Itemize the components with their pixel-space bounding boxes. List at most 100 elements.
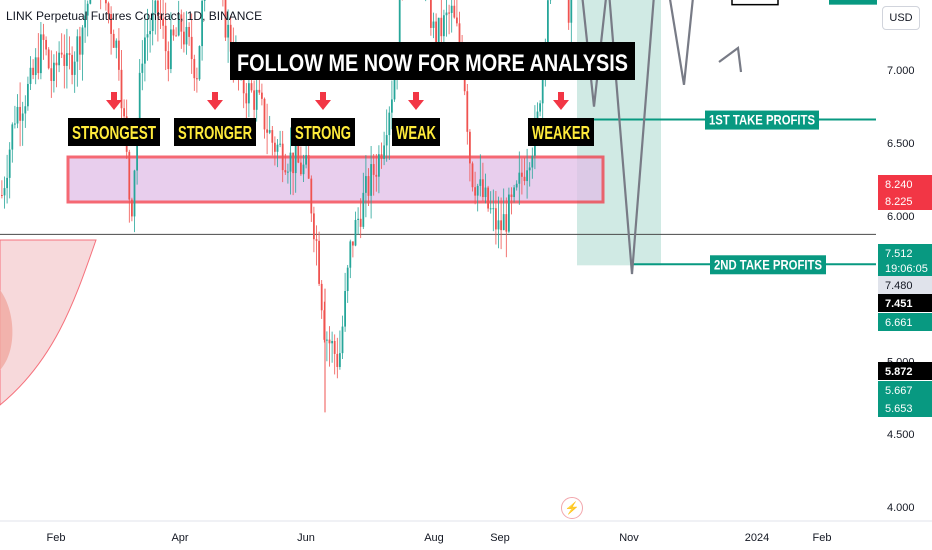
- candle-body: [154, 0, 157, 13]
- candle-body: [500, 220, 502, 231]
- price-tag-label: 5.653: [885, 403, 913, 415]
- candle: [198, 45, 201, 81]
- candle: [76, 29, 79, 87]
- candle-body: [118, 40, 120, 70]
- candle-body: [274, 142, 276, 152]
- candle-body: [489, 208, 492, 210]
- candle: [526, 148, 528, 199]
- candle: [331, 331, 333, 363]
- candle: [19, 82, 21, 147]
- currency-button[interactable]: USD: [882, 6, 920, 30]
- candle-body: [110, 14, 112, 34]
- candle-body: [313, 213, 315, 240]
- candle-body: [300, 162, 302, 175]
- candle-body: [287, 171, 289, 173]
- candle-body: [8, 149, 11, 178]
- candle: [500, 197, 502, 250]
- candle: [528, 162, 531, 187]
- candle-body: [245, 93, 248, 104]
- candle-body: [164, 25, 167, 52]
- candle: [42, 23, 45, 60]
- candle-body: [47, 49, 50, 69]
- candle-body: [539, 103, 541, 112]
- candle-body: [469, 131, 471, 164]
- candle-body: [362, 192, 365, 227]
- x-tick-label: Apr: [171, 532, 188, 544]
- candle-body: [380, 154, 383, 159]
- candle: [6, 154, 8, 204]
- tp2-label-box: [710, 255, 826, 275]
- candle-body: [523, 176, 526, 182]
- candle-body: [21, 113, 24, 121]
- candle-body: [73, 61, 76, 75]
- candle-body: [297, 145, 300, 163]
- candle: [112, 29, 115, 48]
- candle-body: [71, 54, 73, 75]
- candle: [539, 100, 541, 117]
- candle: [170, 12, 172, 74]
- candle: [55, 51, 58, 88]
- price-tag: [878, 276, 932, 294]
- candle-body: [151, 12, 154, 32]
- price-tag: [878, 313, 932, 331]
- candle: [11, 122, 14, 163]
- candle: [100, 0, 102, 10]
- flash-icon[interactable]: ⚡: [561, 497, 583, 519]
- headline-box: [230, 42, 635, 80]
- candle-body: [456, 17, 458, 24]
- candle: [380, 142, 383, 169]
- candle: [141, 40, 144, 91]
- candle: [289, 127, 292, 195]
- candle-body: [450, 5, 453, 13]
- chart-title: LINK Perpetual Futures Contract, 1D, BIN…: [6, 9, 263, 23]
- annotation-box: [392, 118, 440, 146]
- candle: [443, 9, 445, 46]
- candle: [479, 154, 482, 197]
- candle-body: [328, 339, 331, 344]
- candle: [193, 54, 196, 91]
- candle: [151, 0, 154, 46]
- symbol-tag: LINKUSD.P: [827, 0, 880, 3]
- candle-body: [487, 187, 489, 209]
- projection-path: [581, 0, 694, 275]
- candle-body: [86, 3, 89, 16]
- candle: [89, 0, 92, 5]
- annotation-label: WEAK: [396, 123, 436, 143]
- candle-body: [227, 24, 229, 38]
- candle: [175, 27, 177, 37]
- candle-body: [115, 40, 118, 48]
- candle: [271, 126, 274, 156]
- candle: [549, 0, 552, 5]
- candle-body: [1, 195, 3, 196]
- candle-body: [40, 34, 42, 74]
- candle-body: [79, 36, 81, 55]
- candle-body: [55, 62, 58, 66]
- candle-body: [531, 155, 534, 168]
- candle: [445, 0, 448, 37]
- candle: [281, 130, 284, 183]
- candle-body: [370, 164, 372, 196]
- candle-body: [120, 69, 123, 109]
- candle-body: [76, 36, 79, 62]
- candle-body: [508, 194, 510, 232]
- candle: [167, 41, 170, 82]
- x-tick-label: 2024: [745, 532, 769, 544]
- x-tick-label: Feb: [47, 532, 66, 544]
- candle-body: [253, 90, 255, 110]
- candle: [105, 0, 107, 11]
- candle: [16, 94, 19, 129]
- candle-body: [180, 14, 183, 32]
- candle-body: [567, 0, 570, 23]
- candle-body: [229, 24, 232, 52]
- candle-body: [492, 208, 495, 210]
- candle: [450, 0, 453, 33]
- candle: [453, 0, 456, 19]
- candle: [471, 161, 474, 192]
- candle: [344, 272, 346, 332]
- candle-body: [458, 23, 461, 45]
- candle: [196, 67, 198, 93]
- candle-body: [484, 187, 487, 198]
- candle: [482, 162, 484, 201]
- candle: [279, 130, 281, 148]
